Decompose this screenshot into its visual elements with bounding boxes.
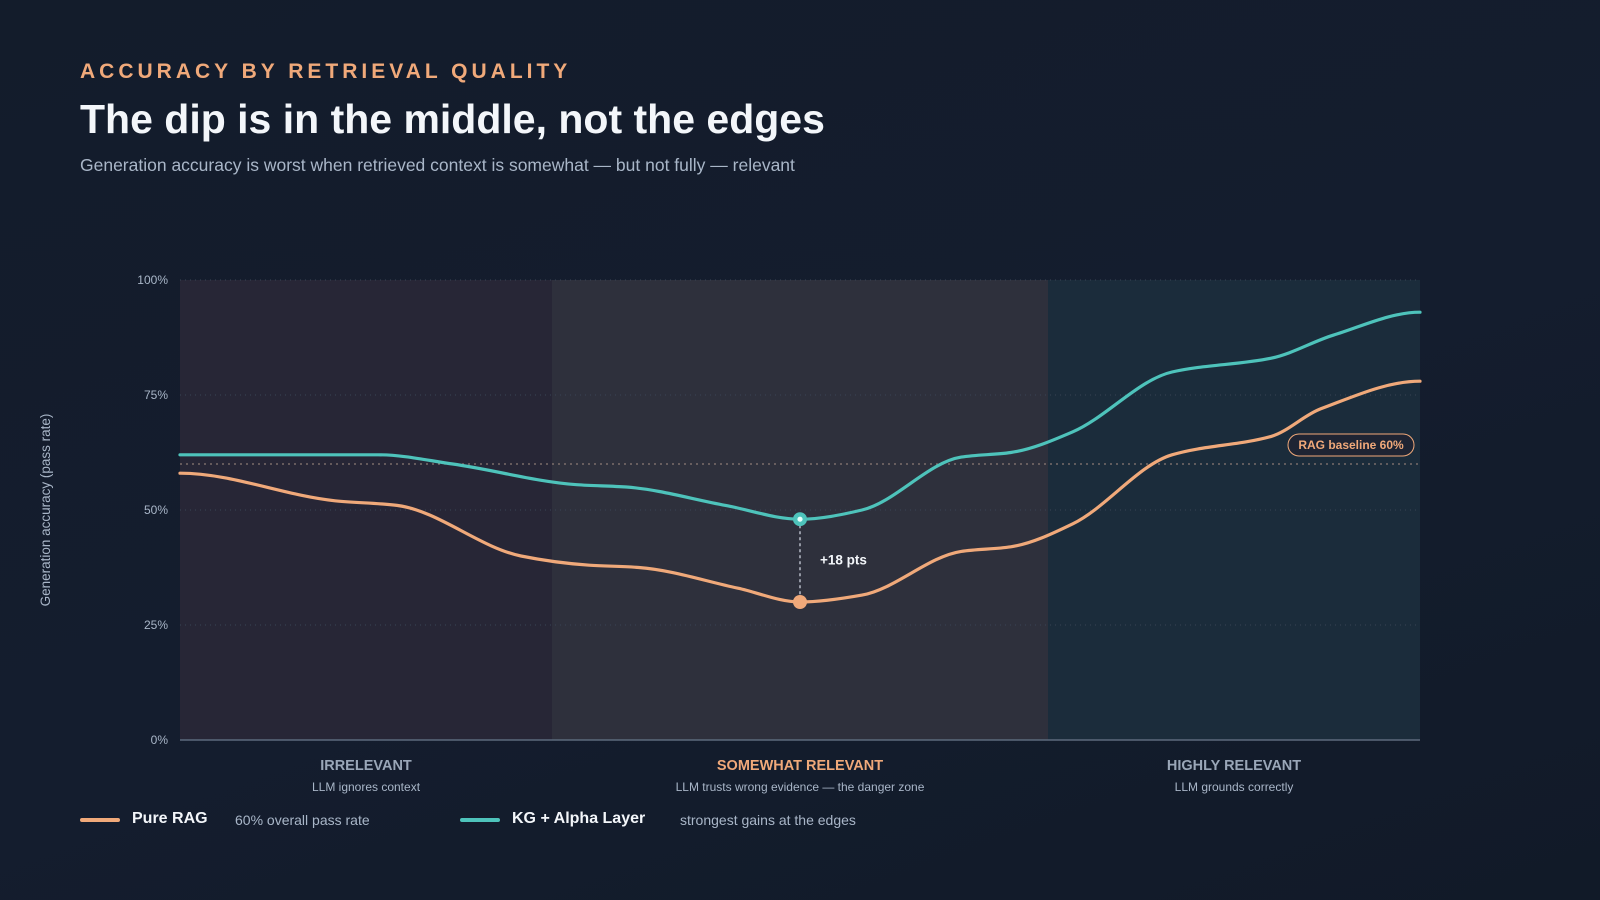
rag-baseline-badge <box>1287 433 1415 457</box>
legend-name-kg-alpha: KG + Alpha Layer <box>512 810 646 827</box>
gap-point-pure-rag <box>793 595 807 609</box>
zone-sublabel-highly-relevant: LLM grounds correctly <box>1175 780 1294 794</box>
zone-sublabel-irrelevant: LLM ignores context <box>312 780 421 794</box>
chart-title: The dip is in the middle, not the edges <box>80 96 825 142</box>
series-line-kg-alpha-layer <box>178 310 1422 521</box>
zone-label-irrelevant: IRRELEVANT <box>320 758 412 774</box>
chart-subtitle: Generation accuracy is worst when retrie… <box>80 155 795 175</box>
y-tick-label-25: 25% <box>144 618 168 632</box>
y-tick-label-50: 50% <box>144 503 168 517</box>
legend-name-pure-rag: Pure RAG <box>132 810 208 827</box>
zone-label-somewhat-relevant: SOMEWHAT RELEVANT <box>717 758 883 774</box>
y-tick-label-100: 100% <box>137 273 168 287</box>
legend-note-pure-rag: 60% overall pass rate <box>235 812 370 828</box>
rag-baseline-label: RAG baseline 60% <box>1298 438 1404 452</box>
y-axis-label: Generation accuracy (pass rate) <box>38 414 53 607</box>
chart-eyebrow: ACCURACY BY RETRIEVAL QUALITY <box>80 60 572 83</box>
gap-label: +18 pts <box>820 553 867 568</box>
zone-label-highly-relevant: HIGHLY RELEVANT <box>1167 758 1301 774</box>
legend-swatch-kg-alpha <box>460 818 500 822</box>
y-tick-label-75: 75% <box>144 388 168 402</box>
zone-sublabel-somewhat-relevant: LLM trusts wrong evidence — the danger z… <box>676 780 925 794</box>
y-tick-label-0: 0% <box>151 733 169 747</box>
series-line-pure-rag <box>178 379 1422 604</box>
gap-point-kg-alpha-center <box>797 516 803 522</box>
zone-band-highly-relevant <box>1048 280 1420 740</box>
legend-note-kg-alpha: strongest gains at the edges <box>680 812 856 828</box>
legend-swatch-pure-rag <box>80 818 120 822</box>
